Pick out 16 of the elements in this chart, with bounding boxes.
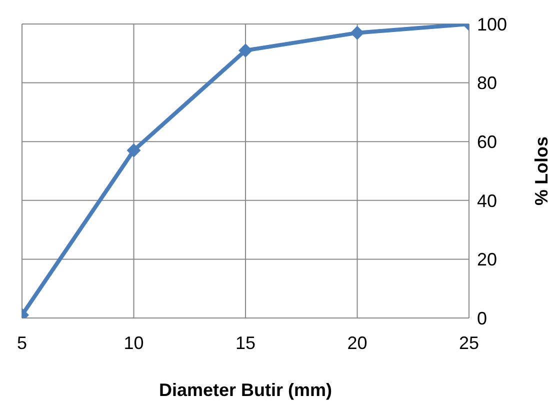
point (126, 143, 141, 158)
y-tick-label: 20 (477, 250, 498, 270)
y-tick-label: 0 (477, 308, 488, 328)
y-tick-label: 60 (477, 132, 498, 152)
y-tick-label: 40 (477, 190, 498, 211)
y-axis-title: % Lolos (531, 136, 552, 206)
x-tick-label: 20 (347, 332, 368, 353)
x-axis-title: Diameter Butir (mm) (158, 380, 332, 400)
y-tick-label: 80 (477, 73, 498, 94)
x-tick-label: 15 (235, 332, 256, 353)
point (238, 43, 252, 58)
point (350, 26, 364, 40)
x-tick-label: 25 (458, 332, 480, 353)
x-tick-label: 10 (124, 332, 144, 353)
y-tick-label: 100 (477, 14, 508, 34)
x-tick-label: 5 (16, 332, 28, 353)
